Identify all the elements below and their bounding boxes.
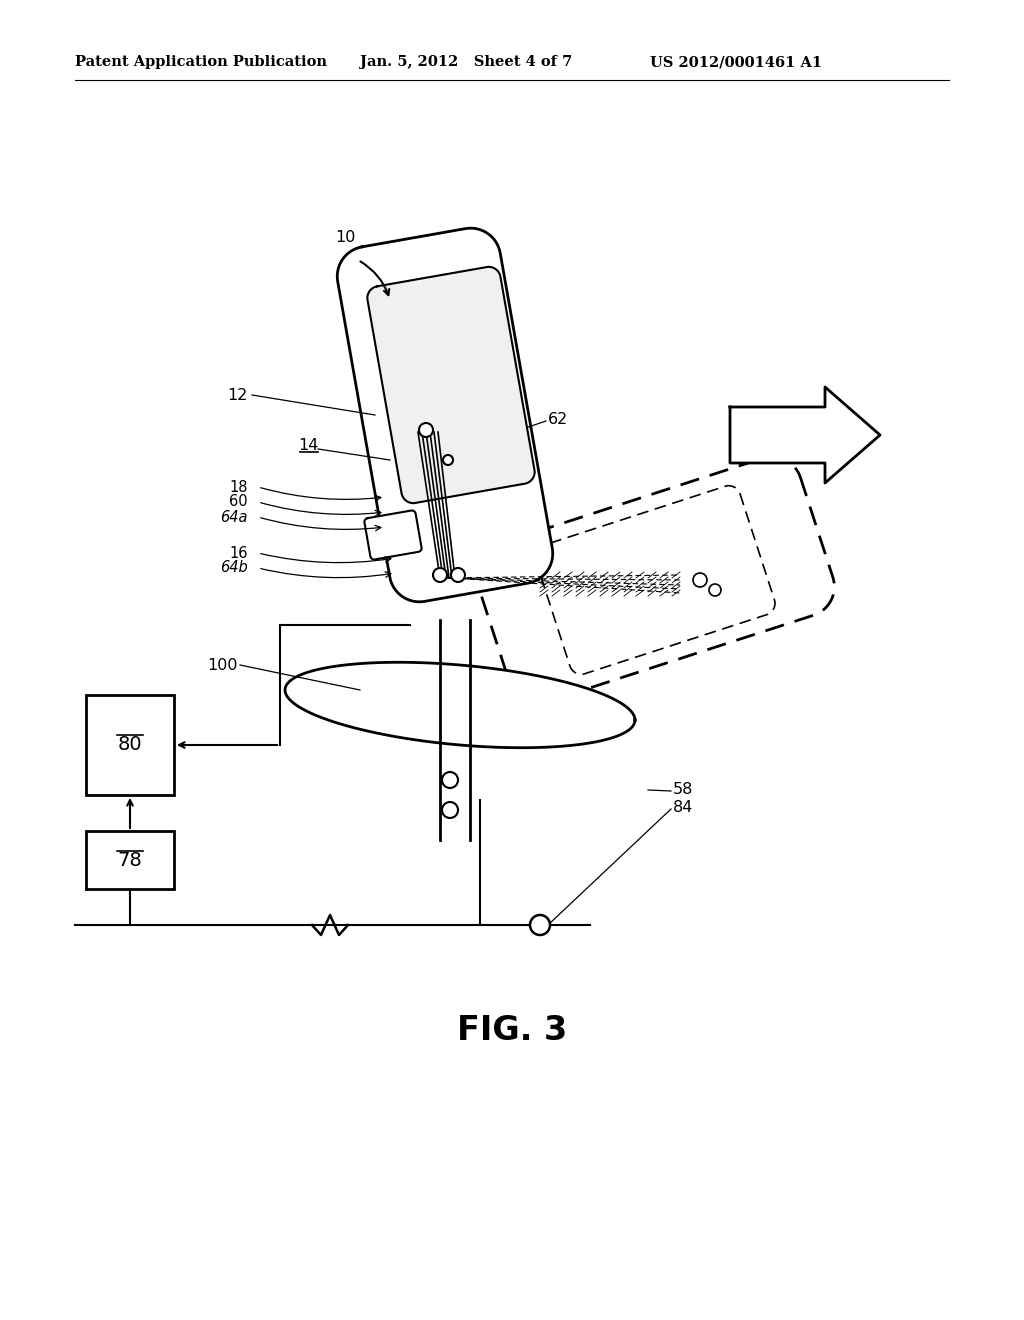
Text: 60: 60 xyxy=(229,495,248,510)
Bar xyxy=(86,832,174,888)
Circle shape xyxy=(693,573,707,587)
Text: 58: 58 xyxy=(673,783,693,797)
Text: 18: 18 xyxy=(229,479,248,495)
Polygon shape xyxy=(535,486,775,675)
Circle shape xyxy=(442,772,458,788)
Text: 14: 14 xyxy=(298,437,318,453)
Circle shape xyxy=(709,583,721,597)
Circle shape xyxy=(443,455,453,465)
Bar xyxy=(86,696,174,795)
Polygon shape xyxy=(285,663,635,747)
Text: 62: 62 xyxy=(548,412,568,428)
Text: Jan. 5, 2012   Sheet 4 of 7: Jan. 5, 2012 Sheet 4 of 7 xyxy=(360,55,572,69)
Text: FIG. 3: FIG. 3 xyxy=(457,1014,567,1047)
Polygon shape xyxy=(365,511,422,560)
Circle shape xyxy=(433,568,447,582)
Polygon shape xyxy=(368,267,535,503)
Text: 64a: 64a xyxy=(220,510,248,524)
Text: 100: 100 xyxy=(208,657,238,672)
Text: 16: 16 xyxy=(229,545,248,561)
Text: 10: 10 xyxy=(335,231,355,246)
Text: US 2012/0001461 A1: US 2012/0001461 A1 xyxy=(650,55,822,69)
Circle shape xyxy=(419,422,433,437)
Circle shape xyxy=(442,803,458,818)
Text: 64b: 64b xyxy=(220,561,248,576)
Text: 78: 78 xyxy=(118,850,142,870)
Polygon shape xyxy=(337,228,553,602)
Text: Patent Application Publication: Patent Application Publication xyxy=(75,55,327,69)
Circle shape xyxy=(530,915,550,935)
Polygon shape xyxy=(730,387,880,483)
Polygon shape xyxy=(475,457,835,704)
Circle shape xyxy=(451,568,465,582)
Text: 12: 12 xyxy=(227,388,248,403)
Text: 84: 84 xyxy=(673,800,693,816)
Text: 80: 80 xyxy=(118,735,142,755)
